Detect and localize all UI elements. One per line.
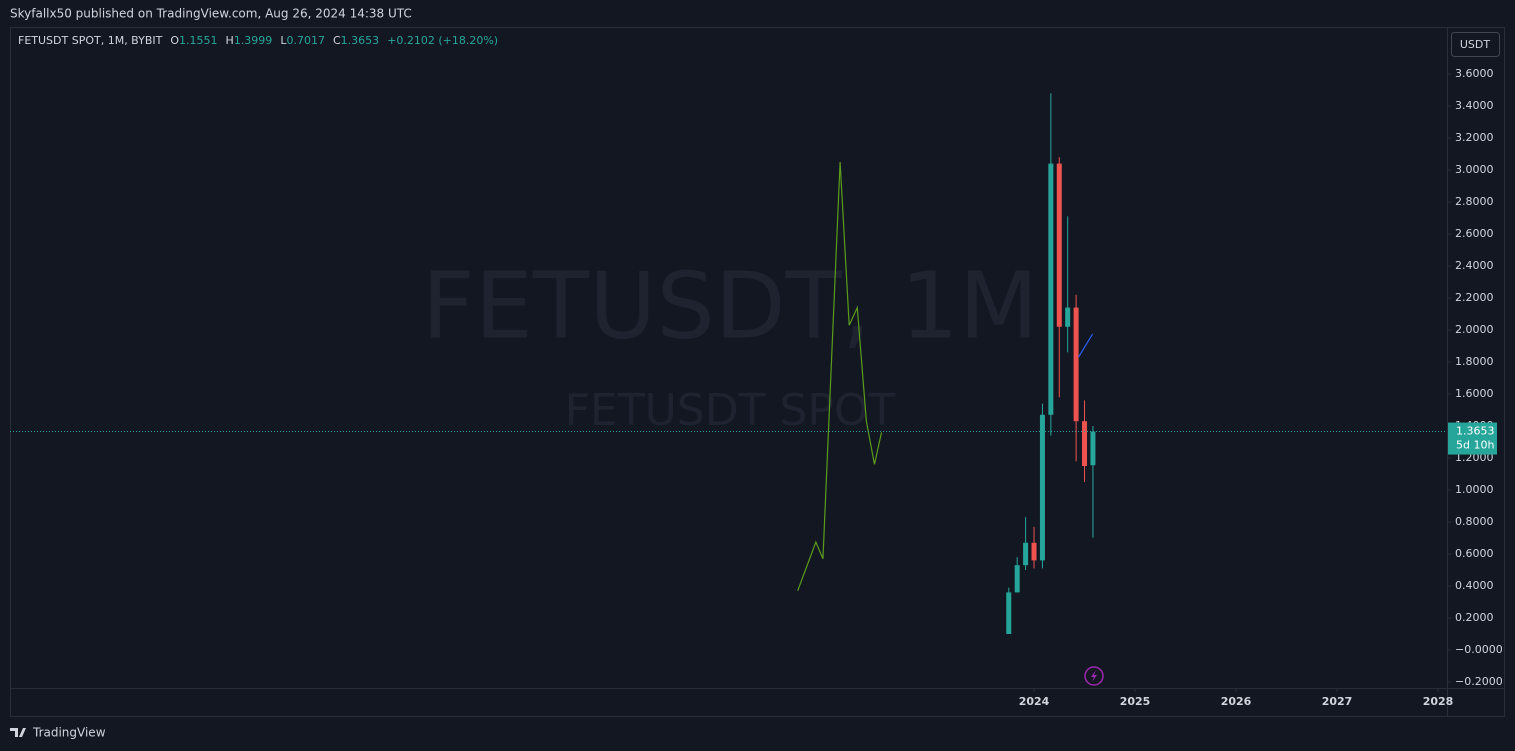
- y-tick-label: 0.6000: [1455, 547, 1494, 560]
- publish-info: Skyfallx50 published on TradingView.com,…: [10, 7, 412, 21]
- currency[interactable]: USDT: [1460, 38, 1491, 51]
- x-tick-label: 2027: [1322, 695, 1353, 708]
- legend-item: C: [333, 34, 341, 47]
- candle-body: [1090, 431, 1096, 466]
- tv-logo: [10, 728, 26, 737]
- y-tick-label: 3.2000: [1455, 131, 1494, 144]
- y-tick-label: 0.4000: [1455, 579, 1494, 592]
- legend-item: H: [226, 34, 234, 47]
- legend-item: +0.2102 (+18.20%): [387, 34, 498, 47]
- legend-item: 0.7017: [286, 34, 325, 47]
- y-tick-label: −0.0000: [1455, 643, 1503, 656]
- candle-body: [1073, 307, 1079, 422]
- candle-body: [1039, 414, 1045, 561]
- candle-body: [1014, 565, 1020, 593]
- candle-body: [1056, 163, 1062, 327]
- watermark-sub: FETUSDT SPOT: [565, 385, 896, 436]
- y-tick-label: −0.2000: [1455, 675, 1503, 688]
- legend-item: 1.1551: [179, 34, 218, 47]
- candle-body: [1031, 542, 1037, 561]
- y-tick-label: 0.8000: [1455, 515, 1494, 528]
- last-price-label: 1.3653: [1456, 425, 1495, 438]
- overlay-line: [797, 161, 883, 592]
- legend-item: O: [170, 34, 179, 47]
- legend-item: FETUSDT SPOT, 1M, BYBIT: [18, 34, 163, 47]
- y-tick-label: 2.8000: [1455, 195, 1494, 208]
- x-tick-label: 2026: [1221, 695, 1252, 708]
- candle-body: [1082, 421, 1088, 466]
- legend: FETUSDT SPOT, 1M, BYBIT O1.1551 H1.3999 L0.…: [18, 34, 498, 47]
- y-tick-label: 3.0000: [1455, 163, 1494, 176]
- y-tick-label: 2.0000: [1455, 323, 1494, 336]
- y-tick-label: 2.2000: [1455, 291, 1494, 304]
- legend-item: 1.3999: [234, 34, 273, 47]
- countdown-label: 5d 10h: [1456, 439, 1494, 452]
- watermark: FETUSDT, 1M: [422, 252, 1038, 359]
- legend-item: 1.3653: [341, 34, 380, 47]
- y-tick-label: 2.4000: [1455, 259, 1494, 272]
- footer-brand: TradingView: [32, 726, 106, 740]
- candle-body: [1006, 592, 1012, 634]
- y-tick-label: 3.4000: [1455, 99, 1494, 112]
- y-tick-label: 0.2000: [1455, 611, 1494, 624]
- candle-body: [1048, 163, 1054, 415]
- y-tick-label: 1.0000: [1455, 483, 1494, 496]
- y-tick-label: 1.6000: [1455, 387, 1494, 400]
- lightning-icon: [1084, 666, 1104, 686]
- y-tick-label: 2.6000: [1455, 227, 1494, 240]
- legend-item: L: [280, 34, 287, 47]
- plot: [797, 93, 1096, 634]
- x-tick-label: 2025: [1120, 695, 1151, 708]
- candle-body: [1023, 542, 1029, 566]
- currency-button[interactable]: [1451, 32, 1500, 57]
- x-tick-label: 2024: [1019, 695, 1050, 708]
- x-tick-label: 2028: [1423, 695, 1454, 708]
- y-tick-label: 1.8000: [1455, 355, 1494, 368]
- chart-panel: [10, 27, 1505, 717]
- candle-body: [1065, 307, 1071, 327]
- last-price-box: [1448, 422, 1497, 455]
- y-tick-label: 3.6000: [1455, 67, 1494, 80]
- overlay-line: [1077, 333, 1094, 358]
